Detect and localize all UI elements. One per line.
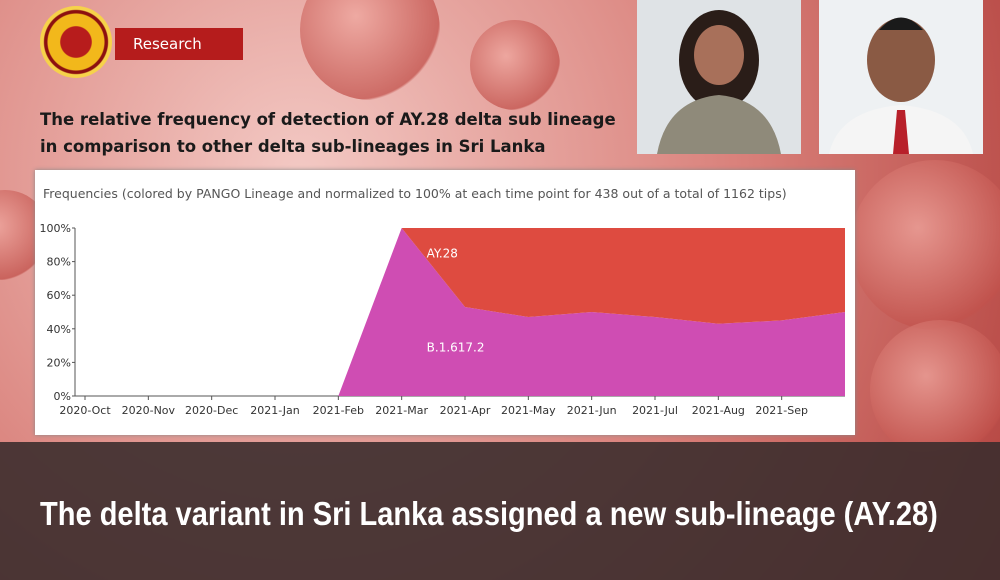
virus-decoration (850, 160, 1000, 330)
chart-title: Frequencies (colored by PANGO Lineage an… (43, 186, 787, 201)
logo (40, 6, 112, 78)
series-label: AY.28 (427, 246, 458, 260)
y-tick-label: 0% (54, 390, 71, 403)
y-tick-label: 100% (40, 222, 71, 235)
headline: The delta variant in Sri Lanka assigned … (40, 495, 938, 532)
area (85, 228, 845, 396)
area (85, 228, 845, 396)
virus-decoration (870, 320, 1000, 460)
x-tick-label: 2021-Jan (250, 404, 300, 417)
virus-decoration (300, 0, 440, 100)
x-tick-label: 2021-Feb (313, 404, 364, 417)
x-tick-label: 2021-Apr (440, 404, 491, 417)
x-tick-label: 2020-Oct (59, 404, 111, 417)
y-tick-label: 80% (47, 256, 71, 269)
x-tick-label: 2021-Jun (567, 404, 617, 417)
x-tick-label: 2021-May (501, 404, 556, 417)
x-tick-label: 2021-Mar (375, 404, 428, 417)
x-tick-label: 2021-Sep (755, 404, 808, 417)
virus-decoration (470, 20, 560, 110)
y-tick-label: 20% (47, 356, 71, 369)
y-tick-label: 40% (47, 323, 71, 336)
chart: Frequencies (colored by PANGO Lineage an… (40, 186, 845, 417)
y-tick-label: 60% (47, 289, 71, 302)
x-tick-label: 2021-Jul (632, 404, 678, 417)
x-tick-label: 2021-Aug (692, 404, 745, 417)
x-tick-label: 2020-Dec (185, 404, 238, 417)
x-tick-label: 2020-Nov (122, 404, 176, 417)
photo (637, 0, 801, 154)
series-label: B.1.617.2 (427, 340, 485, 354)
category-badge: Research (115, 28, 243, 60)
caption-band (0, 442, 1000, 580)
chart-card: Frequencies (colored by PANGO Lineage an… (35, 170, 855, 435)
article-title: The relative frequency of detection of A… (40, 110, 616, 156)
photo (819, 0, 983, 154)
